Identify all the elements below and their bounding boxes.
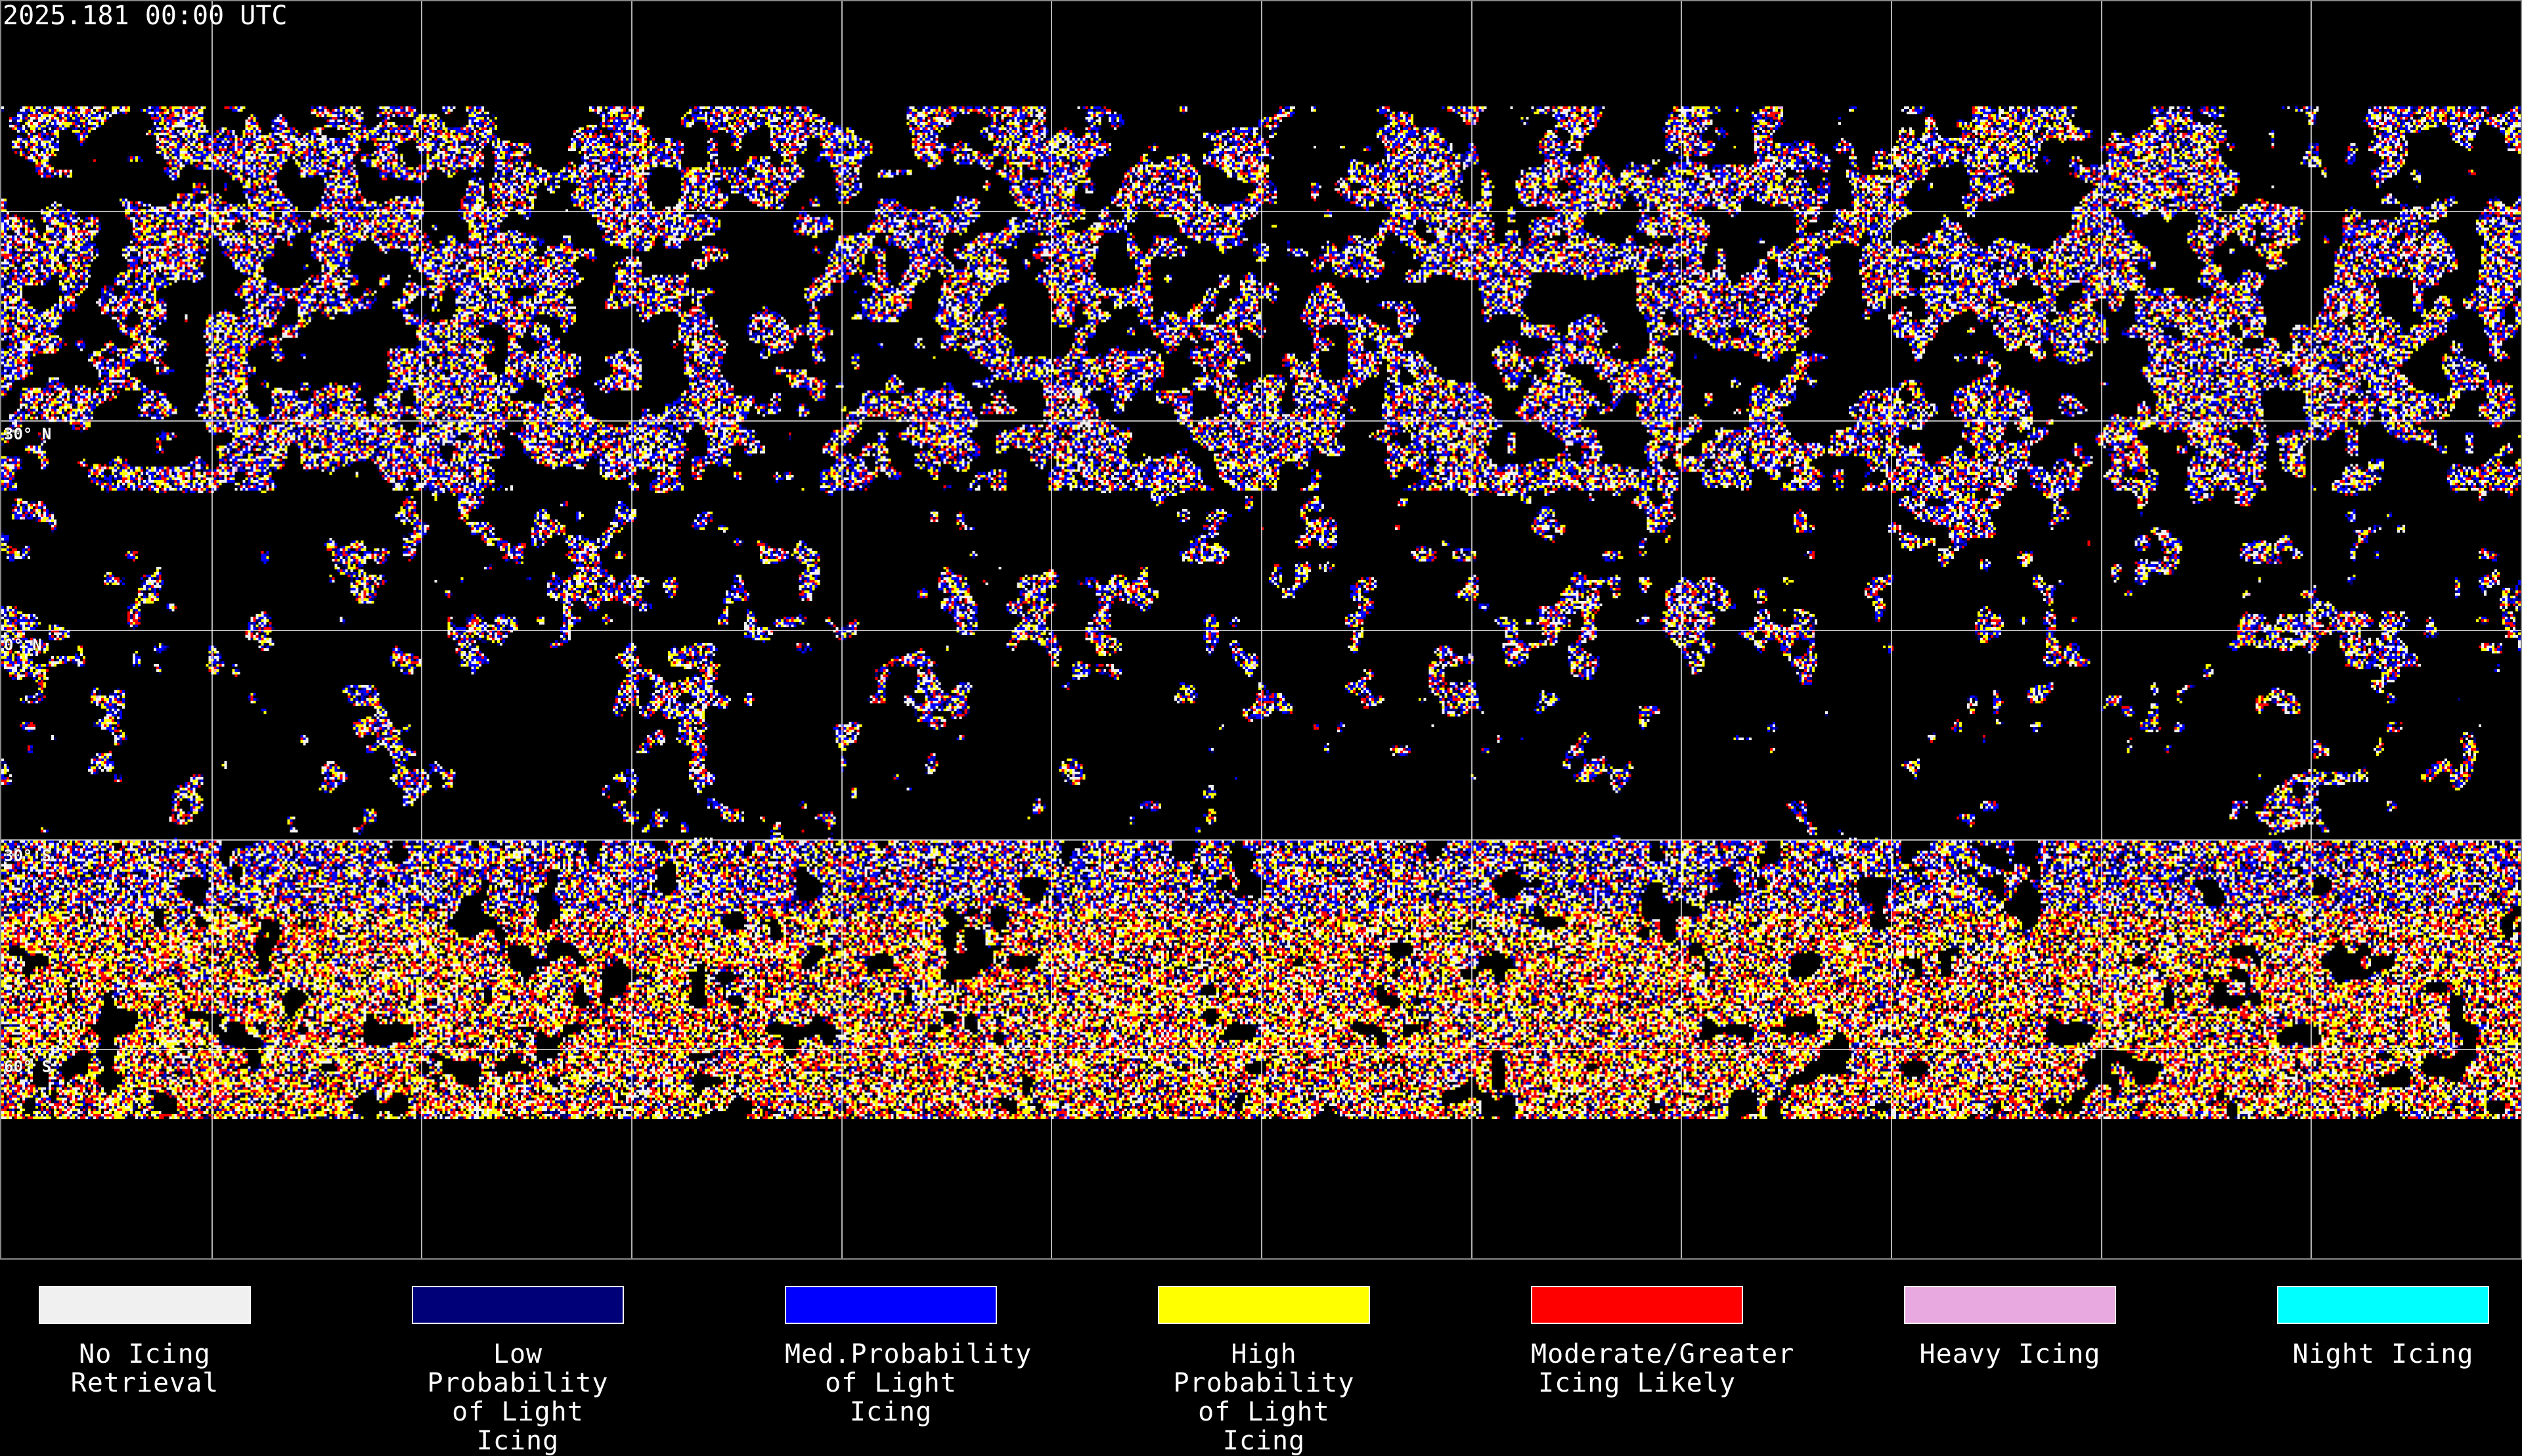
legend-label: No Icing Retrieval <box>70 1339 219 1398</box>
legend-item-moderate-greater: Moderate/Greater Icing Likely <box>1531 1286 1795 1398</box>
legend-swatch <box>39 1286 251 1324</box>
parallel-line <box>1 1049 2521 1050</box>
legend-item-no-icing-retrieval: No Icing Retrieval <box>39 1286 251 1398</box>
timestamp-title: 2025.181 00:00 UTC <box>3 1 288 31</box>
parallel-line <box>1 211 2521 212</box>
lat-label-60s: 60° S <box>4 1057 52 1076</box>
parallel-line <box>1 630 2521 631</box>
legend-label: Moderate/Greater Icing Likely <box>1531 1339 1795 1398</box>
legend-label: Low Probability of Light Icing <box>427 1339 609 1456</box>
legend-label: High Probability of Light Icing <box>1173 1339 1355 1456</box>
icing-map: 30° N 0° N 30° S 60° S <box>0 0 2522 1260</box>
legend-item-med-probability: Med.Probability of Light Icing <box>785 1286 1032 1427</box>
legend-label: Heavy Icing <box>1919 1339 2101 1369</box>
parallel-line <box>1 420 2521 422</box>
legend-swatch <box>1531 1286 1743 1324</box>
legend-item-night-icing: Night Icing <box>2277 1286 2489 1369</box>
legend-swatch <box>1158 1286 1370 1324</box>
legend-item-high-probability: High Probability of Light Icing <box>1158 1286 1370 1455</box>
legend-item-low-probability: Low Probability of Light Icing <box>412 1286 624 1455</box>
lat-label-30s: 30° S <box>4 847 52 865</box>
legend-swatch <box>785 1286 997 1324</box>
legend-label: Night Icing <box>2292 1339 2474 1369</box>
parallel-line <box>1 839 2521 841</box>
legend-swatch <box>2277 1286 2489 1324</box>
lat-label-30n: 30° N <box>4 425 52 443</box>
lat-label-0n: 0° N <box>4 636 42 654</box>
legend-label: Med.Probability of Light Icing <box>785 1339 1032 1427</box>
legend-swatch <box>412 1286 624 1324</box>
legend-swatch <box>1904 1286 2116 1324</box>
legend-item-heavy-icing: Heavy Icing <box>1904 1286 2116 1369</box>
